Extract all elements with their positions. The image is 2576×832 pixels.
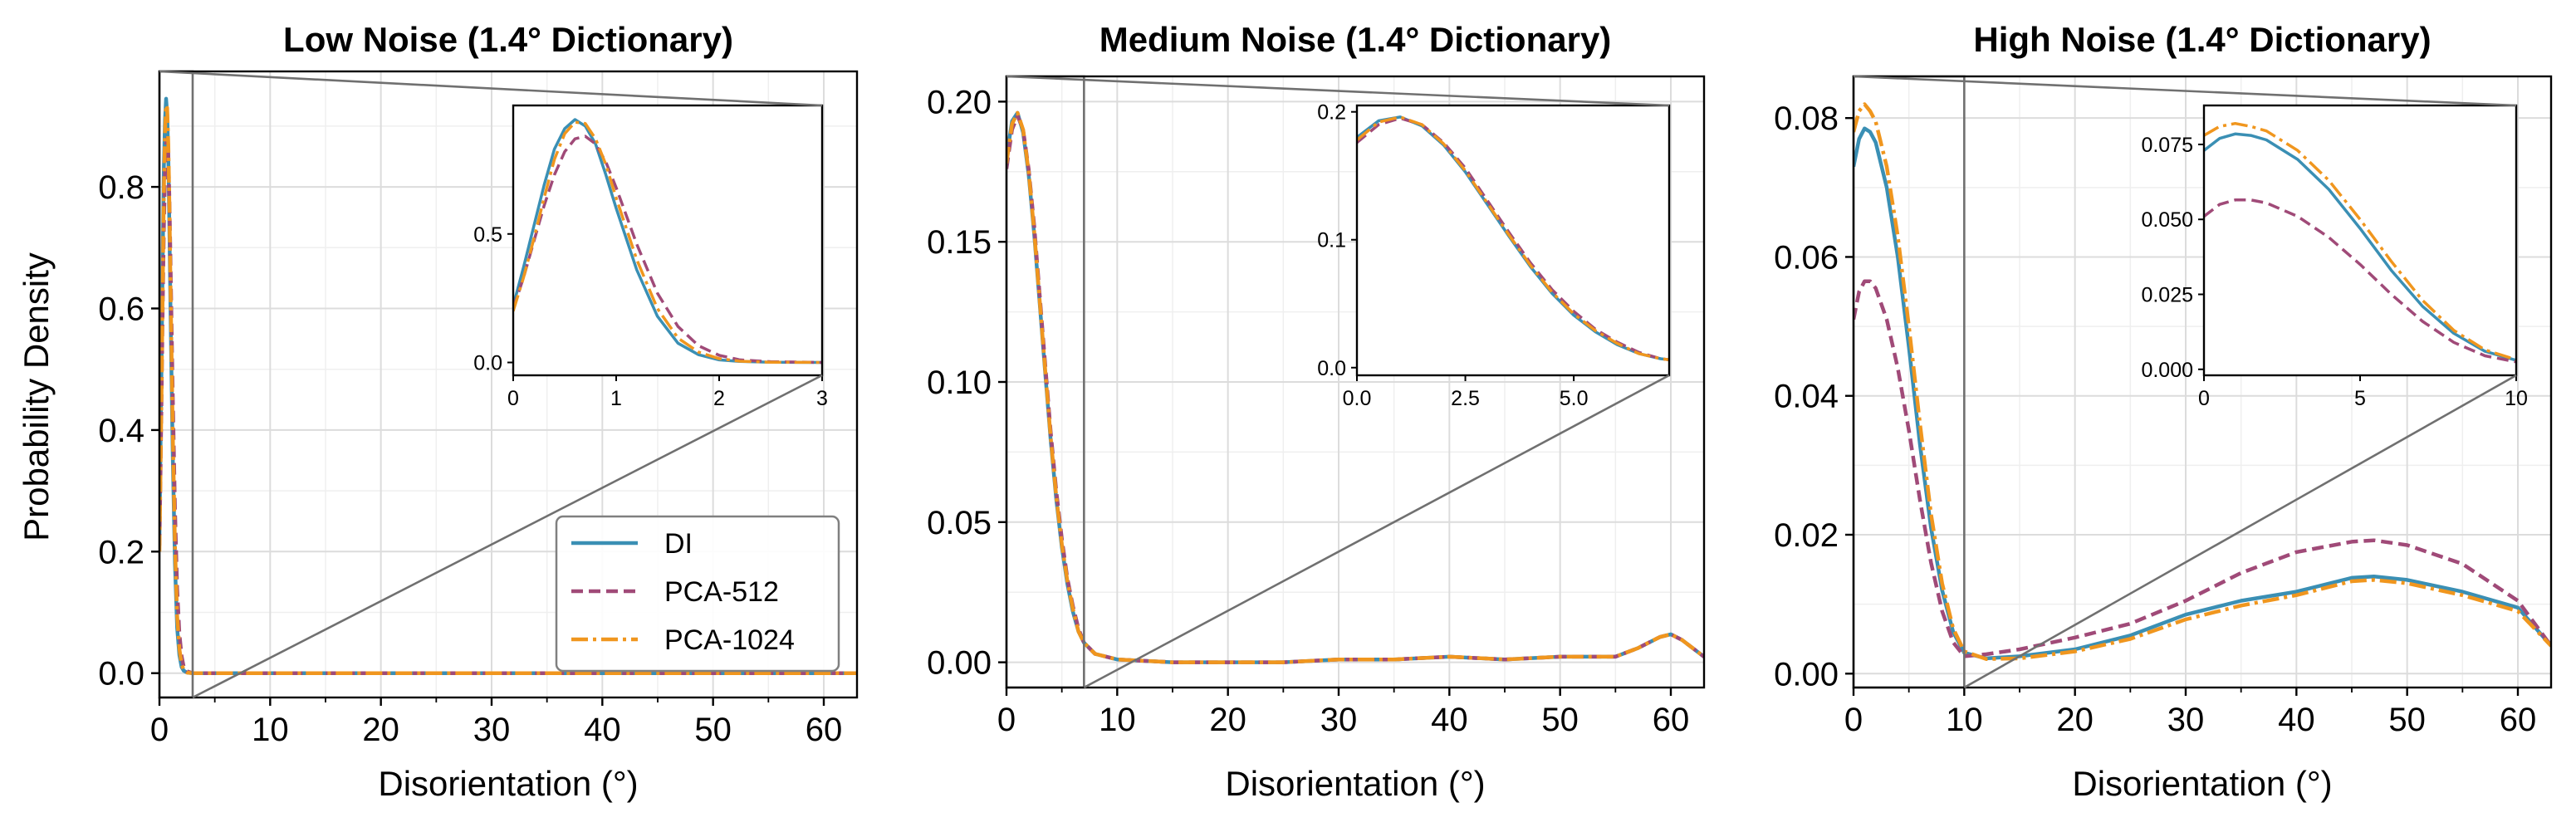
legend-label-pca-1024: PCA-1024 xyxy=(664,624,795,656)
inset-plot: 0 5 10 0.000 0.025 0.050 0.075 xyxy=(2141,104,2528,410)
series-line-di xyxy=(2204,132,2516,362)
inset-x-tick-label: 2.5 xyxy=(1451,387,1480,410)
x-tick-label: 60 xyxy=(2500,702,2537,738)
zoom-connector-line xyxy=(1963,374,2517,689)
y-tick-label: 0.00 xyxy=(1774,656,1839,693)
x-tick-label: 40 xyxy=(584,712,621,748)
panel-title: Low Noise (1.4° Dictionary) xyxy=(283,20,733,59)
x-tick-label: 50 xyxy=(2388,702,2426,738)
plot-2: 0 10 20 30 40 50 60 0.00 0.02 0.04 0.06 0.08 0 5 10 0.0… xyxy=(1774,75,2553,738)
series-line-di xyxy=(1357,115,1669,361)
x-tick-label: 60 xyxy=(806,712,843,748)
zoom-connector-line xyxy=(192,374,823,699)
x-tick-label: 50 xyxy=(1541,702,1579,738)
series-line-pca-512 xyxy=(513,135,822,365)
panel-title: High Noise (1.4° Dictionary) xyxy=(1973,20,2431,59)
y-tick-label: 0.0 xyxy=(98,656,144,693)
x-tick-label: 30 xyxy=(1320,702,1358,738)
series-line-pca-1024 xyxy=(1006,110,1704,664)
inset-x-tick-label: 5.0 xyxy=(1560,387,1589,410)
x-tick-label: 0 xyxy=(997,702,1016,738)
inset-x-tick-label: 0 xyxy=(2198,387,2210,410)
inset-x-tick-label: 10 xyxy=(2505,387,2528,410)
x-tick-label: 40 xyxy=(1431,702,1468,738)
inset-y-tick-label: 0.000 xyxy=(2141,359,2193,382)
y-tick-label: 0.08 xyxy=(1774,100,1839,137)
x-axis-label: Disorientation (°) xyxy=(378,764,638,803)
x-tick-label: 20 xyxy=(362,712,399,748)
plot-1: 0 10 20 30 40 50 60 0.00 0.05 0.10 0.15 0.20 0.0 2.5 5… xyxy=(927,75,1706,738)
y-tick-label: 0.2 xyxy=(98,534,144,570)
series-line-di xyxy=(513,118,822,365)
y-tick-label: 0.6 xyxy=(98,291,144,327)
inset-y-tick-label: 0.0 xyxy=(1317,357,1346,380)
x-tick-label: 10 xyxy=(252,712,289,748)
inset-x-tick-label: 1 xyxy=(610,387,622,410)
inset-y-tick-label: 0.5 xyxy=(473,223,502,247)
x-tick-label: 0 xyxy=(1844,702,1863,738)
y-tick-label: 0.10 xyxy=(927,365,992,401)
zoom-connector-line xyxy=(1083,374,1670,689)
x-tick-label: 10 xyxy=(1099,702,1136,738)
inset-x-tick-label: 3 xyxy=(816,387,828,410)
inset-x-tick-label: 5 xyxy=(2354,387,2366,410)
x-tick-label: 60 xyxy=(1653,702,1690,738)
legend: DI PCA-512 PCA-1024 xyxy=(555,515,840,673)
inset-y-tick-label: 0.1 xyxy=(1317,229,1346,252)
legend-label-pca-512: PCA-512 xyxy=(664,576,779,608)
inset-y-tick-label: 0.025 xyxy=(2141,284,2193,307)
inset-y-tick-label: 0.0 xyxy=(473,352,502,375)
series-line-pca-512 xyxy=(2204,198,2516,364)
x-tick-label: 20 xyxy=(1209,702,1246,738)
x-tick-label: 20 xyxy=(2056,702,2094,738)
inset-plot: 0.0 2.5 5.0 0.0 0.1 0.2 xyxy=(1317,101,1671,410)
y-tick-label: 0.02 xyxy=(1774,517,1839,554)
plot-frame xyxy=(1852,75,2553,689)
y-tick-label: 0.05 xyxy=(927,505,992,541)
x-axis-label: Disorientation (°) xyxy=(2072,764,2332,803)
y-tick-label: 0.04 xyxy=(1774,379,1839,415)
panel-title: Medium Noise (1.4° Dictionary) xyxy=(1099,20,1612,59)
y-tick-label: 0.8 xyxy=(98,169,144,206)
plot-frame xyxy=(158,70,859,699)
series-line-pca-1024 xyxy=(159,103,857,675)
x-tick-label: 30 xyxy=(473,712,511,748)
series-line-pca-1024 xyxy=(2204,121,2516,361)
x-tick-label: 0 xyxy=(150,712,169,748)
inset-y-tick-label: 0.075 xyxy=(2141,134,2193,157)
y-tick-label: 0.15 xyxy=(927,224,992,261)
zoom-connector-line xyxy=(1006,75,1670,107)
inset-plot: 0 1 2 3 0.0 0.5 xyxy=(473,104,828,410)
x-tick-label: 50 xyxy=(694,712,732,748)
panel-high-noise: High Noise (1.4° Dictionary) Disorientat… xyxy=(1973,20,2431,803)
x-tick-label: 10 xyxy=(1946,702,1983,738)
y-axis-label: Probability Density xyxy=(17,252,56,541)
inset-background xyxy=(2204,105,2516,375)
y-tick-label: 0.20 xyxy=(927,84,992,120)
inset-x-tick-label: 2 xyxy=(713,387,725,410)
series-line-pca-1024 xyxy=(513,120,822,365)
y-tick-label: 0.4 xyxy=(98,413,144,449)
inset-x-tick-label: 0 xyxy=(507,387,519,410)
panel-low-noise: Low Noise (1.4° Dictionary) Disorientati… xyxy=(17,20,733,803)
inset-y-tick-label: 0.2 xyxy=(1317,101,1346,125)
y-tick-label: 0.00 xyxy=(927,645,992,682)
series-line-pca-1024 xyxy=(1854,102,2551,661)
x-tick-label: 30 xyxy=(2167,702,2205,738)
x-axis-label: Disorientation (°) xyxy=(1225,764,1485,803)
legend-box xyxy=(555,515,840,673)
panel-medium-noise: Medium Noise (1.4° Dictionary) Disorient… xyxy=(1099,20,1612,803)
inset-frame xyxy=(512,104,824,377)
legend-label-di: DI xyxy=(664,528,693,560)
x-tick-label: 40 xyxy=(2278,702,2315,738)
inset-x-tick-label: 0.0 xyxy=(1343,387,1372,410)
y-tick-label: 0.06 xyxy=(1774,239,1839,276)
zoom-connector-line xyxy=(159,70,823,107)
zoom-connector-line xyxy=(1853,75,2517,107)
inset-y-tick-label: 0.050 xyxy=(2141,208,2193,232)
